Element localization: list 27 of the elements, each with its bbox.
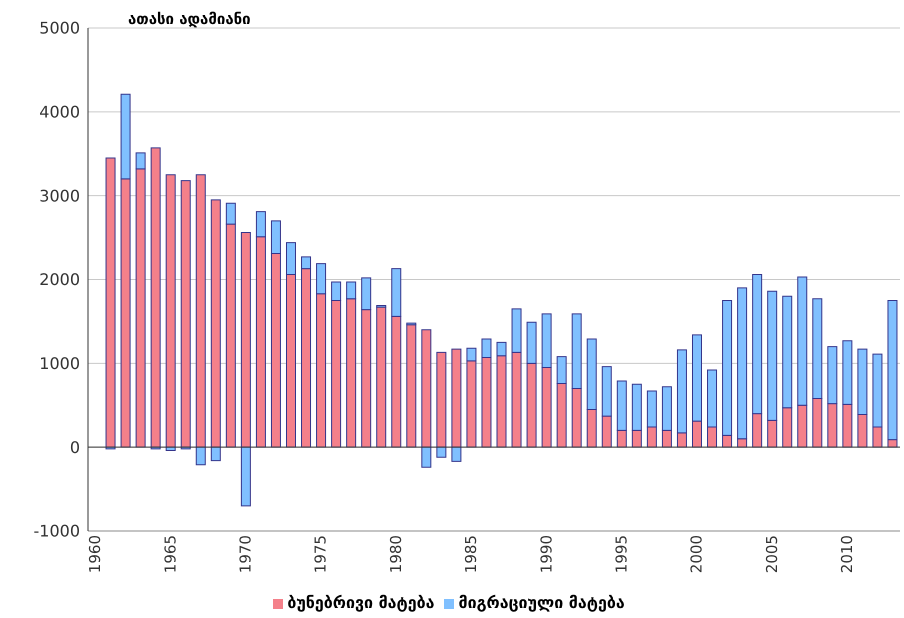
x-tick-label: 1970: [236, 535, 255, 574]
y-tick-label: 4000: [39, 102, 80, 122]
x-tick-label: 1995: [612, 535, 630, 574]
x-tick-label: 2010: [838, 535, 856, 574]
x-tick-label: 2000: [688, 535, 706, 574]
bar: [376, 306, 386, 448]
bar: [106, 157, 116, 448]
x-tick-label: 1960: [86, 535, 104, 574]
y-tick-label: 3000: [39, 186, 80, 206]
y-tick-label: 5000: [39, 18, 80, 38]
x-tick-label: 1980: [386, 535, 405, 574]
legend-label: ბუნებრივი მატება: [287, 593, 434, 612]
y-tick-label: 2000: [39, 270, 80, 290]
legend-label: მიგრაციული მატება: [458, 593, 625, 612]
y-tick-label: -1000: [34, 522, 80, 541]
bar: [150, 147, 161, 448]
y-tick-label: 0: [70, 438, 80, 457]
bar: [406, 324, 416, 448]
x-tick-label: 1990: [537, 535, 556, 574]
y-tick-label: 1000: [39, 354, 80, 374]
bar: [166, 174, 176, 448]
y-axis-title: ათასი ადამიანი: [128, 10, 251, 28]
x-tick-label: 2005: [762, 535, 781, 574]
x-tick-label: 1985: [462, 535, 480, 574]
bar: [180, 180, 191, 448]
x-tick-label: 1965: [161, 535, 180, 574]
x-tick-label: 1975: [312, 535, 330, 574]
